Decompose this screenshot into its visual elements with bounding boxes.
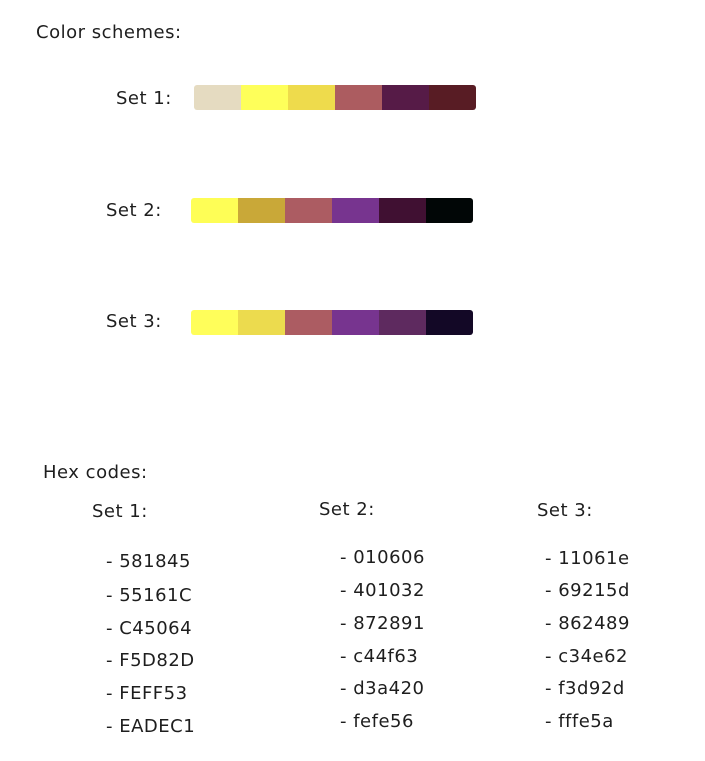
hex-code: - c34e62 — [545, 646, 628, 667]
hex-codes-title: Hex codes: — [43, 462, 148, 483]
hex-code: - f3d92d — [545, 678, 625, 699]
scheme-label-set-2: Set 2: — [106, 200, 162, 221]
swatch — [191, 310, 238, 335]
swatch — [429, 85, 476, 110]
hex-code: - 872891 — [340, 613, 425, 634]
hex-code: - EADEC1 — [106, 716, 196, 737]
swatch — [285, 310, 332, 335]
swatch — [191, 198, 238, 223]
hex-column-label-set-3: Set 3: — [537, 500, 593, 521]
swatch — [426, 198, 473, 223]
hex-code: - 401032 — [340, 580, 425, 601]
hex-column-label-set-1: Set 1: — [92, 501, 148, 522]
hex-column-label-set-2: Set 2: — [319, 499, 375, 520]
hex-code: - 010606 — [340, 547, 425, 568]
hex-code: - 11061e — [545, 548, 630, 569]
hex-code: - C45064 — [106, 618, 193, 639]
palette-set-3 — [191, 310, 473, 335]
palette-set-1 — [194, 85, 476, 110]
swatch — [379, 198, 426, 223]
hex-code: - fefe56 — [340, 711, 414, 732]
hex-code: - FEFF53 — [106, 683, 188, 704]
hex-code: - 862489 — [545, 613, 630, 634]
hex-code: - fffe5a — [545, 711, 614, 732]
swatch — [382, 85, 429, 110]
swatch — [426, 310, 473, 335]
swatch — [238, 310, 285, 335]
swatch — [332, 310, 379, 335]
swatch — [238, 198, 285, 223]
swatch — [335, 85, 382, 110]
color-schemes-title: Color schemes: — [36, 22, 182, 43]
scheme-label-set-3: Set 3: — [106, 311, 162, 332]
hex-code: - d3a420 — [340, 678, 425, 699]
swatch — [379, 310, 426, 335]
hex-code: - c44f63 — [340, 646, 419, 667]
swatch — [285, 198, 332, 223]
swatch — [288, 85, 335, 110]
swatch — [332, 198, 379, 223]
scheme-label-set-1: Set 1: — [116, 88, 172, 109]
swatch — [241, 85, 288, 110]
hex-code: - 55161C — [106, 585, 193, 606]
hex-code: - 69215d — [545, 580, 630, 601]
palette-set-2 — [191, 198, 473, 223]
swatch — [194, 85, 241, 110]
hex-code: - 581845 — [106, 551, 191, 572]
hex-code: - F5D82D — [106, 650, 195, 671]
